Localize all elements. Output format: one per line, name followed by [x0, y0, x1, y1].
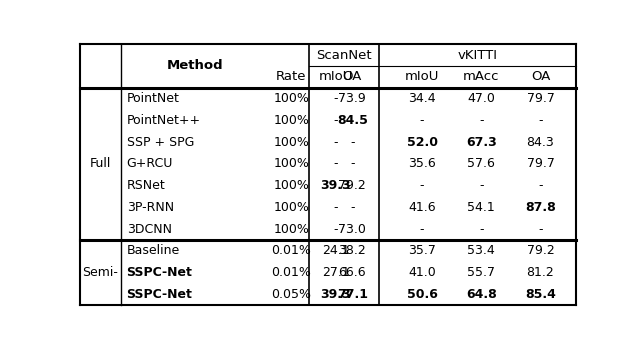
Text: 27.1: 27.1: [322, 266, 349, 279]
Text: SSPC-Net: SSPC-Net: [127, 288, 193, 301]
Text: 77.1: 77.1: [337, 288, 368, 301]
Text: 35.6: 35.6: [408, 157, 436, 170]
Text: 3DCNN: 3DCNN: [127, 222, 172, 236]
Text: 79.7: 79.7: [527, 157, 554, 170]
Text: mAcc: mAcc: [463, 70, 499, 83]
Text: -: -: [538, 179, 543, 192]
Text: 35.7: 35.7: [408, 244, 436, 257]
Text: Rate: Rate: [276, 70, 307, 83]
Text: 50.6: 50.6: [406, 288, 438, 301]
Text: -: -: [350, 201, 355, 214]
Text: 85.4: 85.4: [525, 288, 556, 301]
Text: -: -: [479, 222, 483, 236]
Text: -: -: [333, 114, 338, 127]
Text: RSNet: RSNet: [127, 179, 165, 192]
Text: 57.6: 57.6: [467, 157, 495, 170]
Text: -: -: [350, 136, 355, 148]
Text: 100%: 100%: [273, 157, 309, 170]
Text: -: -: [333, 92, 338, 105]
Text: 38.2: 38.2: [339, 244, 366, 257]
Text: 0.01%: 0.01%: [271, 266, 311, 279]
Text: -: -: [479, 179, 483, 192]
Text: 79.7: 79.7: [527, 92, 554, 105]
Text: 39.3: 39.3: [320, 288, 351, 301]
Text: 84.3: 84.3: [527, 136, 554, 148]
Text: -: -: [333, 157, 338, 170]
Text: OA: OA: [531, 70, 550, 83]
Text: 79.2: 79.2: [527, 244, 554, 257]
Text: 81.2: 81.2: [527, 266, 554, 279]
Text: 34.4: 34.4: [408, 92, 436, 105]
Text: -: -: [350, 157, 355, 170]
Text: 100%: 100%: [273, 92, 309, 105]
Text: 100%: 100%: [273, 114, 309, 127]
Text: 84.5: 84.5: [337, 114, 367, 127]
Text: OA: OA: [342, 70, 362, 83]
Text: 47.0: 47.0: [467, 92, 495, 105]
Text: -: -: [420, 114, 424, 127]
Text: 52.0: 52.0: [406, 136, 438, 148]
Text: 41.6: 41.6: [408, 201, 436, 214]
Text: mIoU: mIoU: [318, 70, 353, 83]
Text: Semi-: Semi-: [83, 266, 118, 279]
Text: -: -: [538, 114, 543, 127]
Text: -: -: [420, 179, 424, 192]
Text: 3P-RNN: 3P-RNN: [127, 201, 173, 214]
Text: 64.8: 64.8: [466, 288, 497, 301]
Text: 39.3: 39.3: [320, 179, 351, 192]
Text: PointNet: PointNet: [127, 92, 179, 105]
Text: vKITTI: vKITTI: [458, 48, 497, 62]
Text: Full: Full: [90, 157, 111, 170]
Text: 100%: 100%: [273, 222, 309, 236]
Text: 100%: 100%: [273, 201, 309, 214]
Text: 100%: 100%: [273, 179, 309, 192]
Text: -: -: [333, 201, 338, 214]
Text: 100%: 100%: [273, 136, 309, 148]
Text: ScanNet: ScanNet: [316, 48, 372, 62]
Text: -: -: [420, 222, 424, 236]
Text: 54.1: 54.1: [467, 201, 495, 214]
Text: 0.05%: 0.05%: [271, 288, 311, 301]
Text: 73.0: 73.0: [339, 222, 366, 236]
Text: 87.8: 87.8: [525, 201, 556, 214]
Text: mIoU: mIoU: [405, 70, 439, 83]
Text: -: -: [479, 114, 483, 127]
Text: 55.7: 55.7: [467, 266, 495, 279]
Text: -: -: [538, 222, 543, 236]
Text: -: -: [333, 136, 338, 148]
Text: 53.4: 53.4: [467, 244, 495, 257]
Text: Baseline: Baseline: [127, 244, 180, 257]
Text: 66.6: 66.6: [339, 266, 366, 279]
Text: 73.9: 73.9: [339, 92, 366, 105]
Text: PointNet++: PointNet++: [127, 114, 201, 127]
Text: G+RCU: G+RCU: [127, 157, 173, 170]
Text: SSPC-Net: SSPC-Net: [127, 266, 193, 279]
Text: 0.01%: 0.01%: [271, 244, 311, 257]
Text: 41.0: 41.0: [408, 266, 436, 279]
Text: -: -: [333, 222, 338, 236]
Text: Method: Method: [166, 60, 223, 72]
Text: 79.2: 79.2: [339, 179, 366, 192]
Text: 67.3: 67.3: [466, 136, 497, 148]
Text: SSP + SPG: SSP + SPG: [127, 136, 194, 148]
Text: 24.1: 24.1: [322, 244, 349, 257]
